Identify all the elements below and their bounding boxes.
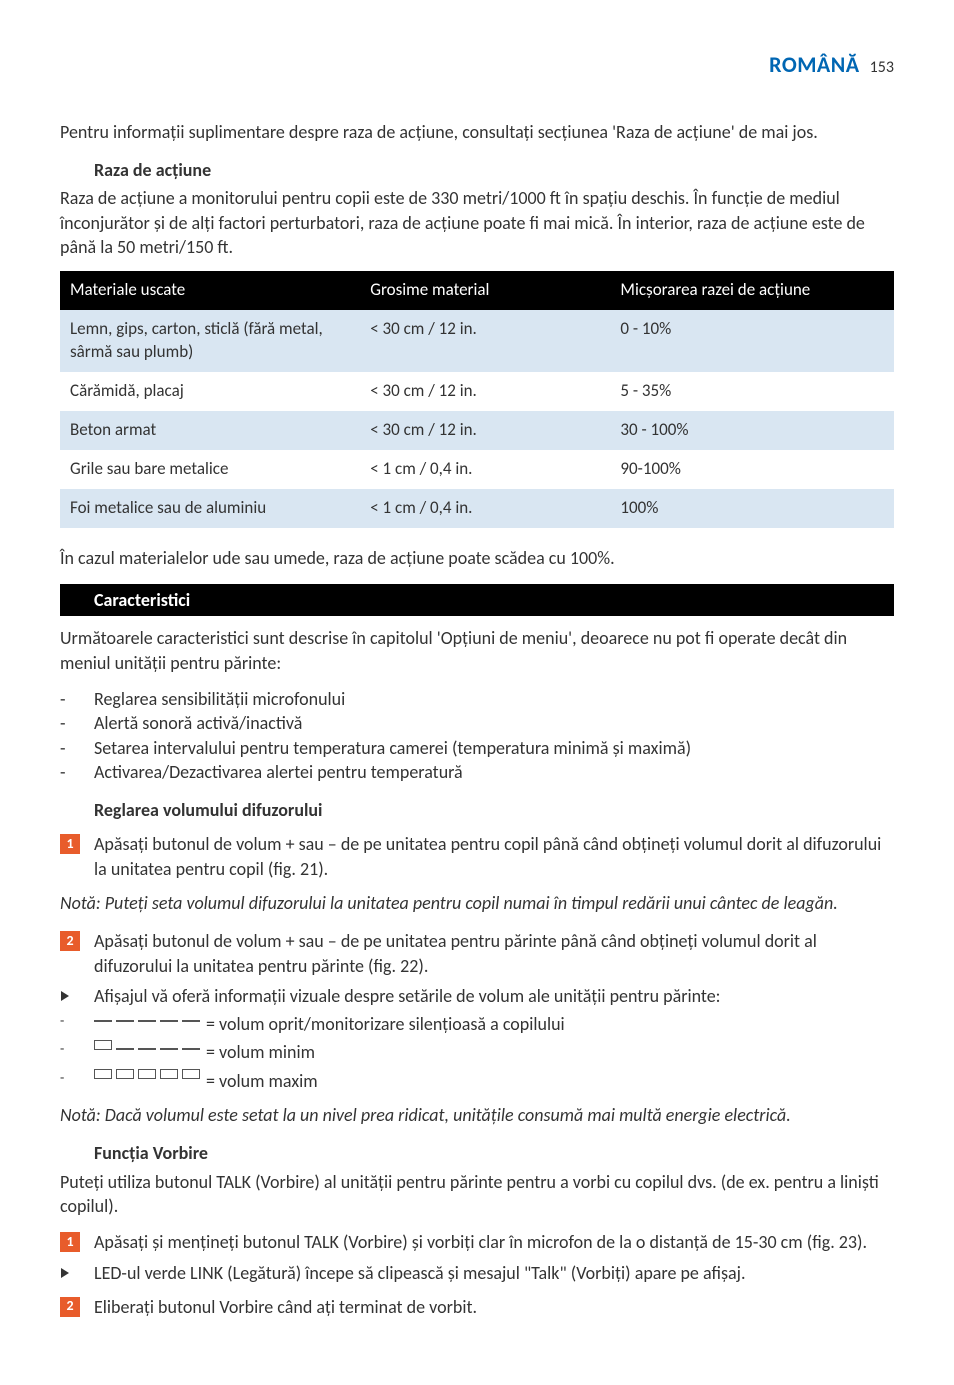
page-header: ROMÂNĂ 153 bbox=[60, 50, 894, 80]
table-cell: < 30 cm / 12 in. bbox=[360, 372, 610, 411]
table-row: Lemn, gips, carton, sticlă (fără metal, … bbox=[60, 310, 894, 372]
table-row: Beton armat< 30 cm / 12 in.30 - 100% bbox=[60, 411, 894, 450]
volume-note-2: Notă: Dacă volumul este setat la un nive… bbox=[60, 1103, 894, 1127]
table-cell: 30 - 100% bbox=[610, 411, 894, 450]
materials-table: Materiale uscate Grosime material Micșor… bbox=[60, 271, 894, 528]
features-intro: Următoarele caracteristici sunt descrise… bbox=[60, 626, 894, 675]
table-cell: < 30 cm / 12 in. bbox=[360, 310, 610, 372]
table-cell: 100% bbox=[610, 489, 894, 528]
volume-level-row: - = volum maxim bbox=[60, 1069, 894, 1093]
table-cell: 0 - 10% bbox=[610, 310, 894, 372]
table-header: Micșorarea razei de acțiune bbox=[610, 271, 894, 310]
table-cell: 5 - 35% bbox=[610, 372, 894, 411]
step-badge: 1 bbox=[60, 834, 80, 854]
table-cell: Beton armat bbox=[60, 411, 360, 450]
table-cell: Foi metalice sau de aluminiu bbox=[60, 489, 360, 528]
step-badge: 2 bbox=[60, 931, 80, 951]
talk-led-text: LED-ul verde LINK (Legătură) începe să c… bbox=[94, 1261, 746, 1285]
volume-level-label: = volum maxim bbox=[206, 1069, 318, 1093]
volume-step-1: 1 Apăsați butonul de volum + sau – de pe… bbox=[60, 832, 894, 881]
volume-level-label: = volum minim bbox=[206, 1040, 315, 1064]
table-cell: < 30 cm / 12 in. bbox=[360, 411, 610, 450]
table-row: Grile sau bare metalice< 1 cm / 0,4 in.9… bbox=[60, 450, 894, 489]
dash-marker: - bbox=[60, 1012, 94, 1036]
table-row: Cărămidă, placaj< 30 cm / 12 in.5 - 35% bbox=[60, 372, 894, 411]
list-item: -Reglarea sensibilității microfonului bbox=[60, 687, 894, 711]
talk-step-2: 2 Eliberați butonul Vorbire când ați ter… bbox=[60, 1295, 894, 1319]
language-label: ROMÂNĂ bbox=[769, 51, 859, 78]
volume-step-2: 2 Apăsați butonul de volum + sau – de pe… bbox=[60, 929, 894, 978]
wet-materials-note: În cazul materialelor ude sau umede, raz… bbox=[60, 546, 894, 570]
table-cell: 90-100% bbox=[610, 450, 894, 489]
arrow-icon bbox=[60, 984, 94, 1008]
step-text: Eliberați butonul Vorbire când ați termi… bbox=[94, 1295, 894, 1319]
volume-note-1: Notă: Puteți seta volumul difuzorului la… bbox=[60, 891, 894, 915]
list-item: -Setarea intervalului pentru temperatura… bbox=[60, 736, 894, 760]
range-heading: Raza de acțiune bbox=[94, 158, 894, 182]
features-section-bar: Caracteristici bbox=[60, 584, 894, 616]
talk-step-1: 1 Apăsați și mențineți butonul TALK (Vor… bbox=[60, 1230, 894, 1254]
list-item: -Alertă sonoră activă/inactivă bbox=[60, 711, 894, 735]
table-header: Grosime material bbox=[360, 271, 610, 310]
volume-level-row: - = volum minim bbox=[60, 1040, 894, 1064]
dash-marker: - bbox=[60, 1040, 94, 1064]
volume-bars-icon bbox=[94, 1069, 200, 1093]
table-cell: Cărămidă, placaj bbox=[60, 372, 360, 411]
table-cell: < 1 cm / 0,4 in. bbox=[360, 489, 610, 528]
table-cell: Lemn, gips, carton, sticlă (fără metal, … bbox=[60, 310, 360, 372]
table-cell: < 1 cm / 0,4 in. bbox=[360, 450, 610, 489]
features-list: -Reglarea sensibilității microfonului-Al… bbox=[60, 687, 894, 784]
list-item: -Activarea/Dezactivarea alertei pentru t… bbox=[60, 760, 894, 784]
table-header: Materiale uscate bbox=[60, 271, 360, 310]
step-text: Apăsați butonul de volum + sau – de pe u… bbox=[94, 832, 894, 881]
talk-intro: Puteți utiliza butonul TALK (Vorbire) al… bbox=[60, 1170, 894, 1219]
step-text: Apăsați butonul de volum + sau – de pe u… bbox=[94, 929, 894, 978]
page-number: 153 bbox=[870, 58, 894, 77]
volume-heading: Reglarea volumului difuzorului bbox=[94, 798, 894, 822]
step-text: Apăsați și mențineți butonul TALK (Vorbi… bbox=[94, 1230, 894, 1254]
intro-paragraph: Pentru informații suplimentare despre ra… bbox=[60, 120, 894, 144]
talk-heading: Funcția Vorbire bbox=[94, 1141, 894, 1165]
table-cell: Grile sau bare metalice bbox=[60, 450, 360, 489]
display-info-text: Afișajul vă oferă informații vizuale des… bbox=[94, 984, 721, 1008]
arrow-icon bbox=[60, 1261, 94, 1285]
volume-level-row: - = volum oprit/monitorizare silențioasă… bbox=[60, 1012, 894, 1036]
volume-level-label: = volum oprit/monitorizare silențioasă a… bbox=[206, 1012, 565, 1036]
volume-bars-icon bbox=[94, 1012, 200, 1036]
display-info-row: Afișajul vă oferă informații vizuale des… bbox=[60, 984, 894, 1008]
talk-led-row: LED-ul verde LINK (Legătură) începe să c… bbox=[60, 1261, 894, 1285]
dash-marker: - bbox=[60, 1069, 94, 1093]
step-badge: 1 bbox=[60, 1232, 80, 1252]
volume-bars-icon bbox=[94, 1040, 200, 1064]
range-paragraph: Raza de acțiune a monitorului pentru cop… bbox=[60, 186, 894, 259]
table-row: Foi metalice sau de aluminiu< 1 cm / 0,4… bbox=[60, 489, 894, 528]
step-badge: 2 bbox=[60, 1297, 80, 1317]
